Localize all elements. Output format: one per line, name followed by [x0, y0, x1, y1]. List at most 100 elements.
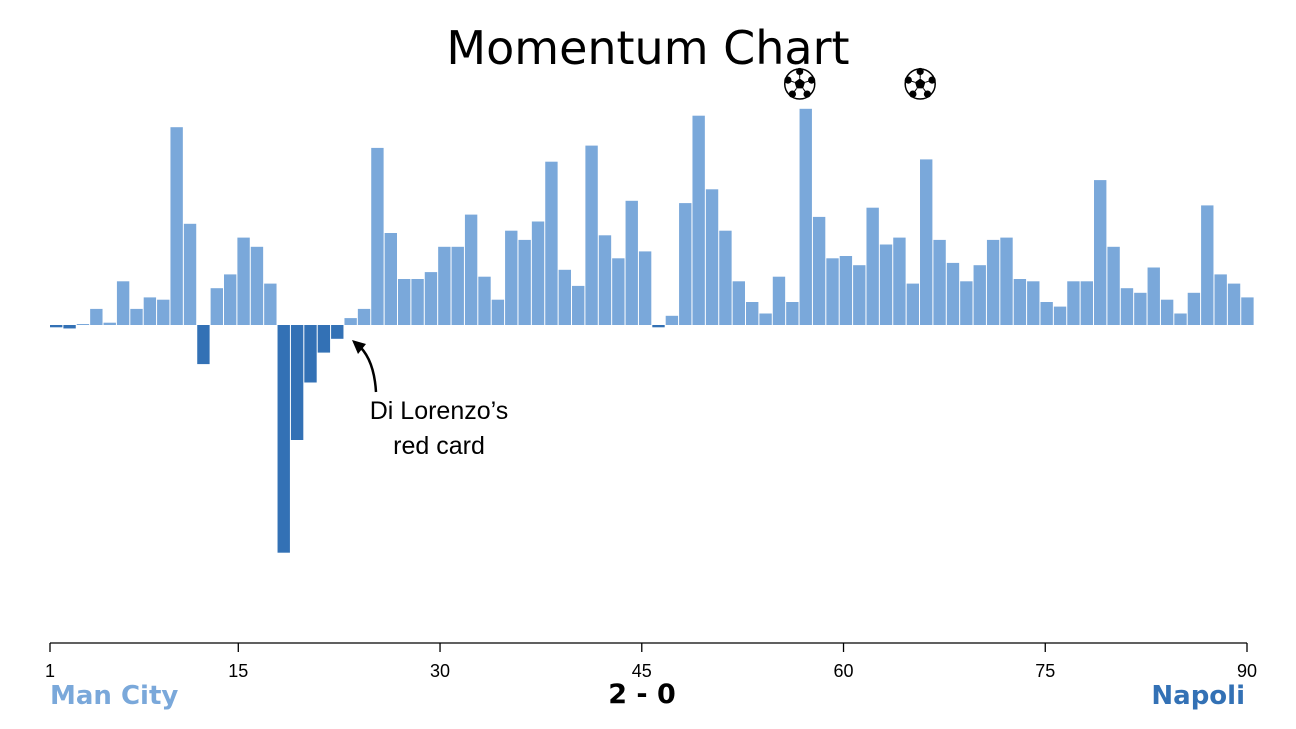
momentum-bar-minute-17: [264, 283, 277, 325]
momentum-bar-minute-89: [1227, 283, 1241, 325]
annotation-arrowhead: [352, 340, 366, 354]
momentum-bar-minute-76: [1053, 306, 1067, 325]
momentum-bar-minute-4: [90, 308, 103, 325]
momentum-bar-minute-7: [130, 308, 143, 325]
home-team-label: Man City: [50, 681, 178, 711]
momentum-bar-minute-47: [665, 315, 679, 325]
x-tick-label-15: 15: [228, 661, 248, 681]
momentum-bar-minute-21: [317, 325, 331, 353]
momentum-bar-minute-73: [1013, 279, 1027, 325]
momentum-bar-minute-39: [558, 269, 571, 325]
momentum-bar-minute-18: [277, 325, 290, 553]
x-axis-ticks: 1 15 30 45 60 75 90: [45, 643, 1257, 681]
annotation-text-line1: Di Lorenzo’s: [370, 397, 509, 425]
momentum-bar-minute-32: [464, 214, 478, 325]
momentum-bar-minute-60: [839, 256, 853, 325]
away-team-label: Napoli: [1151, 681, 1245, 711]
momentum-bar-minute-61: [853, 265, 866, 325]
momentum-bar-minute-82: [1134, 292, 1147, 325]
momentum-bar-minute-63: [879, 244, 893, 325]
x-tick-label-60: 60: [834, 661, 854, 681]
momentum-bar-minute-48: [679, 203, 692, 325]
momentum-bar-minute-62: [866, 207, 879, 325]
momentum-bar-minute-72: [1000, 237, 1013, 325]
x-tick-label-90: 90: [1237, 661, 1257, 681]
momentum-bar-minute-87: [1201, 205, 1214, 325]
momentum-bar-minute-58: [812, 216, 826, 325]
momentum-bar-minute-23: [344, 318, 357, 325]
momentum-bar-minute-40: [572, 285, 585, 325]
momentum-bar-minute-67: [933, 239, 946, 325]
momentum-bar-minute-90: [1241, 297, 1254, 325]
momentum-bar-minute-79: [1094, 180, 1107, 325]
momentum-bar-minute-2: [63, 325, 76, 329]
momentum-bar-minute-59: [826, 258, 839, 325]
momentum-bar-minute-11: [183, 223, 197, 325]
momentum-bar-minute-43: [612, 258, 625, 325]
momentum-bar-minute-22: [331, 325, 344, 339]
momentum-bar-minute-56: [786, 302, 799, 325]
annotation-text-line2: red card: [393, 432, 485, 460]
momentum-bar-minute-81: [1120, 288, 1134, 325]
momentum-bar-minute-52: [732, 281, 745, 325]
momentum-bar-minute-51: [719, 230, 732, 325]
momentum-bar-minute-37: [531, 221, 545, 325]
momentum-bar-minute-36: [518, 239, 531, 325]
momentum-bar-minute-88: [1214, 274, 1227, 325]
momentum-bar-minute-86: [1187, 292, 1201, 325]
momentum-bar-minute-26: [384, 233, 397, 325]
momentum-bar-minute-33: [478, 276, 491, 325]
momentum-bar-minute-27: [398, 279, 411, 325]
momentum-bar-minute-8: [143, 297, 157, 325]
momentum-bar-minute-65: [906, 283, 920, 325]
momentum-bar-minute-46: [652, 325, 665, 328]
x-tick-label-75: 75: [1035, 661, 1055, 681]
x-tick-label-1: 1: [45, 661, 55, 681]
momentum-bar-minute-45: [638, 251, 652, 325]
momentum-bar-minute-24: [357, 308, 371, 325]
momentum-bar-minute-16: [250, 246, 264, 325]
momentum-bar-minute-6: [116, 281, 130, 325]
momentum-bar-minute-12: [197, 325, 210, 365]
momentum-bar-minute-69: [960, 281, 973, 325]
soccer-ball-icon: [904, 67, 936, 100]
momentum-bar-minute-29: [424, 272, 438, 325]
momentum-bar-minute-5: [103, 322, 116, 325]
momentum-bar-minute-77: [1067, 281, 1080, 325]
momentum-bar-minute-84: [1160, 299, 1174, 325]
chart-title: Momentum Chart: [446, 21, 849, 75]
x-tick-label-45: 45: [632, 661, 652, 681]
momentum-bar-minute-70: [973, 265, 986, 325]
momentum-bar-minute-44: [625, 200, 638, 325]
momentum-bar-minute-1: [50, 325, 63, 328]
momentum-bar-minute-57: [799, 108, 812, 325]
momentum-bar-minute-53: [746, 302, 759, 325]
momentum-bar-minute-83: [1147, 267, 1160, 325]
momentum-bar-minute-78: [1080, 281, 1094, 325]
momentum-bar-minute-3: [76, 324, 90, 325]
momentum-bar-minute-13: [210, 288, 223, 325]
momentum-bar-minute-19: [290, 325, 304, 440]
momentum-bar-minute-20: [304, 325, 317, 383]
score-label: 2 - 0: [608, 679, 676, 710]
momentum-bar-minute-35: [505, 230, 518, 325]
momentum-bar-minute-15: [237, 237, 250, 325]
momentum-bar-minute-66: [920, 159, 933, 325]
momentum-bar-minute-34: [491, 299, 505, 325]
momentum-bar-minute-25: [371, 147, 384, 325]
momentum-bar-minute-54: [759, 313, 772, 325]
momentum-bar-minute-42: [598, 235, 612, 325]
momentum-bar-minute-30: [438, 246, 451, 325]
momentum-bar-minute-49: [692, 115, 705, 325]
goal-markers: [783, 67, 936, 100]
momentum-bar-minute-68: [946, 262, 960, 325]
momentum-bar-minute-31: [451, 246, 464, 325]
momentum-bar-minute-9: [157, 299, 170, 325]
momentum-bar-minute-28: [411, 279, 424, 325]
momentum-bar-minute-85: [1174, 313, 1187, 325]
momentum-bar-minute-38: [545, 161, 558, 325]
momentum-bar-minute-64: [893, 237, 906, 325]
bars-group: [50, 108, 1254, 553]
momentum-bar-minute-71: [986, 239, 1000, 325]
